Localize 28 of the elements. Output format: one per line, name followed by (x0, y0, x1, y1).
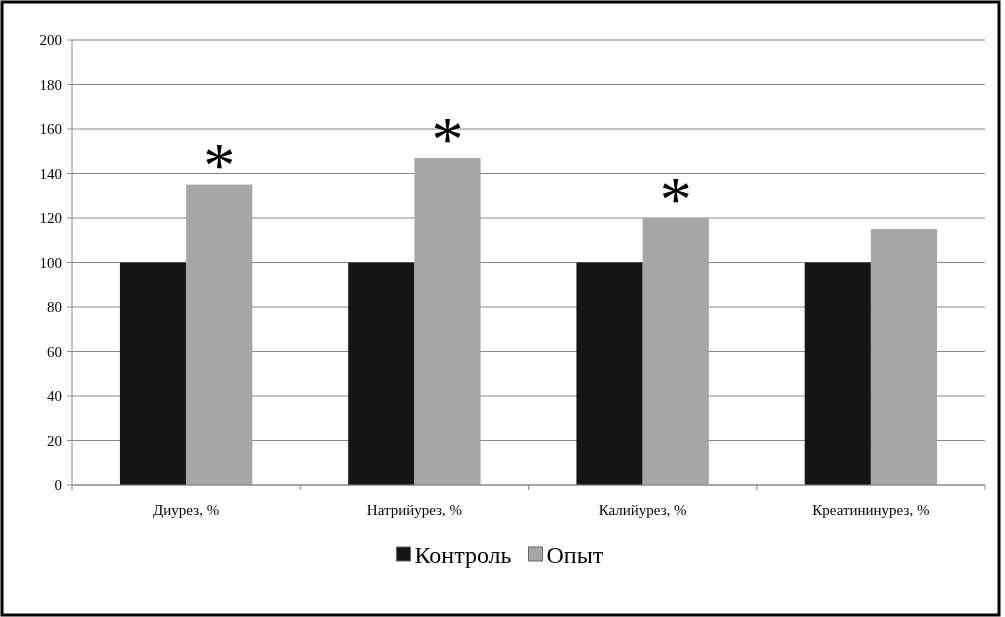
y-tick-label: 120 (39, 210, 62, 227)
y-tick-label: 180 (39, 76, 62, 93)
y-tick-label: 40 (47, 388, 62, 405)
x-tick-label: Диурез, % (153, 502, 220, 518)
bar (804, 262, 871, 485)
x-tick-label: Натрийурез, % (366, 502, 462, 518)
y-tick-label: 60 (47, 343, 62, 360)
y-tick-label: 160 (39, 121, 62, 138)
legend-label: Контроль (414, 542, 512, 569)
annotation: * (203, 130, 236, 202)
bar (870, 229, 938, 485)
y-tick-label: 80 (47, 299, 62, 316)
y-tick-label: 100 (39, 254, 62, 271)
bar (119, 262, 187, 485)
y-tick-label: 140 (39, 165, 62, 182)
annotation: * (431, 103, 464, 175)
x-tick-label: Калийурез, % (598, 502, 687, 518)
y-tick-label: 0 (54, 477, 62, 494)
bar (642, 218, 709, 485)
bar (414, 157, 481, 485)
annotation: * (659, 163, 692, 235)
bar (348, 262, 415, 485)
x-tick-label: Креатининурез, % (812, 502, 930, 518)
legend-label: Опыт (546, 542, 604, 569)
y-tick-label: 20 (47, 432, 62, 449)
bar (576, 262, 643, 485)
y-tick-label: 200 (39, 32, 62, 49)
bar (186, 184, 253, 485)
